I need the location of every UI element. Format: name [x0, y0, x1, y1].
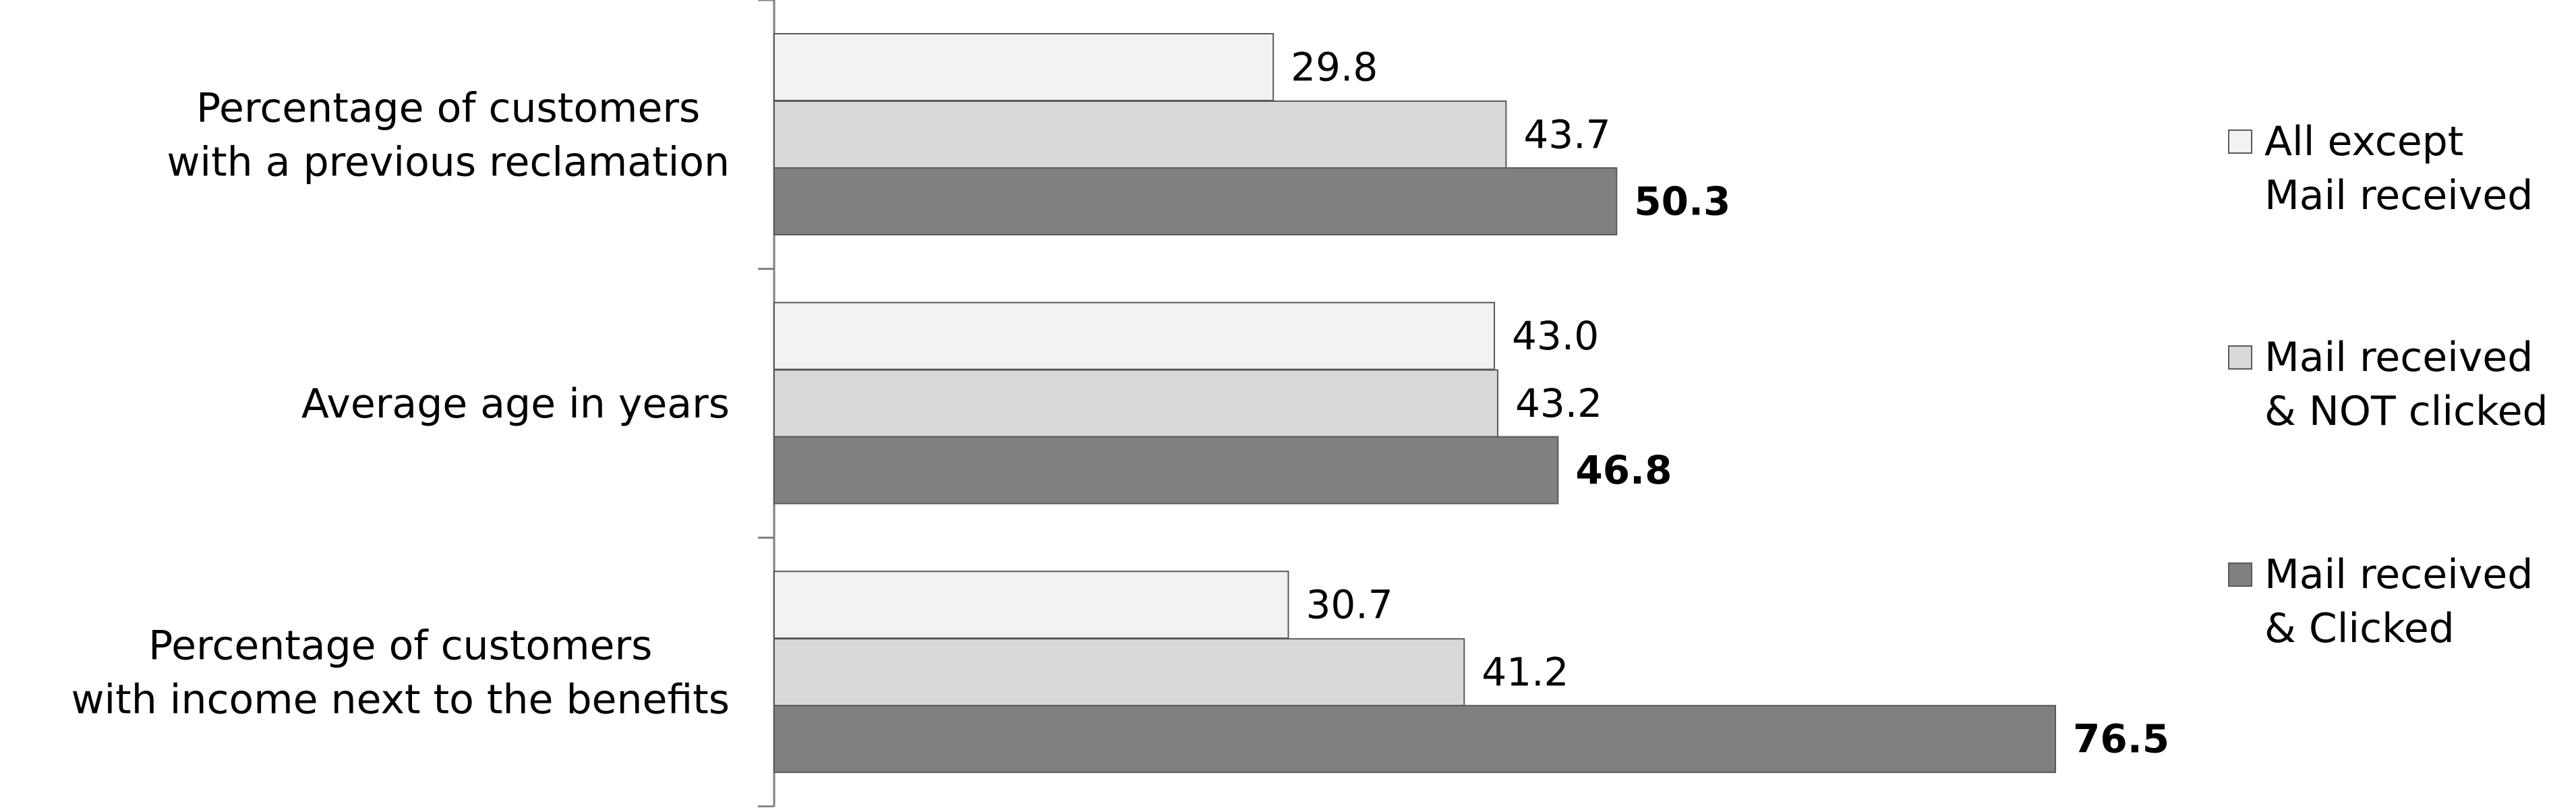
legend-label: & Clicked — [2264, 605, 2455, 652]
value-labels: 29.8 43.0 30.7 43.7 43.2 41.2 50.3 46.8 76.5 — [1291, 45, 2169, 762]
bar — [773, 705, 2056, 774]
bar — [773, 33, 1275, 101]
data-label: 43.7 — [1523, 112, 1610, 158]
category-label: Percentage of customers with a previous r… — [167, 84, 730, 185]
data-label: 43.0 — [1512, 313, 1599, 359]
data-label: 29.8 — [1291, 45, 1378, 90]
legend-swatch — [2228, 129, 2252, 154]
category-label-line: with income next to the benefits — [71, 676, 730, 724]
bar — [773, 571, 1289, 639]
bar — [773, 369, 1498, 438]
category-label-line: Percentage of customers — [148, 623, 652, 670]
legend-swatch — [2228, 345, 2252, 370]
data-label: 46.8 — [1575, 447, 1672, 493]
legend-item: All except Mail received — [2228, 118, 2533, 219]
legend: All except Mail received Mail received & NO… — [2228, 118, 2548, 652]
category-axis — [758, 0, 775, 808]
legend-label: Mail received — [2264, 172, 2533, 219]
legend-label: & NOT clicked — [2264, 388, 2548, 435]
legend-item: Mail received & NOT clicked — [2228, 334, 2548, 435]
data-label: 41.2 — [1482, 649, 1569, 695]
category-labels: Percentage of customers with a previous r… — [71, 84, 730, 723]
data-label: 76.5 — [2073, 716, 2169, 762]
category-label-line: Percentage of customers — [196, 84, 700, 132]
bar — [773, 100, 1507, 169]
data-label: 30.7 — [1306, 582, 1393, 628]
bar — [773, 167, 1618, 235]
bar — [773, 301, 1495, 370]
category-label-line: Average age in years — [301, 380, 730, 428]
bar — [773, 436, 1559, 504]
category-label-line: with a previous reclamation — [167, 138, 730, 185]
legend-label: Mail received — [2264, 334, 2533, 381]
category-label: Average age in years — [301, 380, 730, 428]
bar — [773, 638, 1465, 707]
data-label: 43.2 — [1515, 380, 1602, 426]
bars — [773, 33, 2056, 774]
data-label: 50.3 — [1634, 179, 1730, 225]
category-label: Percentage of customers with income next … — [71, 623, 730, 724]
legend-label: Mail received — [2264, 551, 2533, 598]
legend-swatch — [2228, 562, 2252, 587]
legend-item: Mail received & Clicked — [2228, 551, 2533, 652]
legend-label: All except — [2264, 118, 2463, 165]
